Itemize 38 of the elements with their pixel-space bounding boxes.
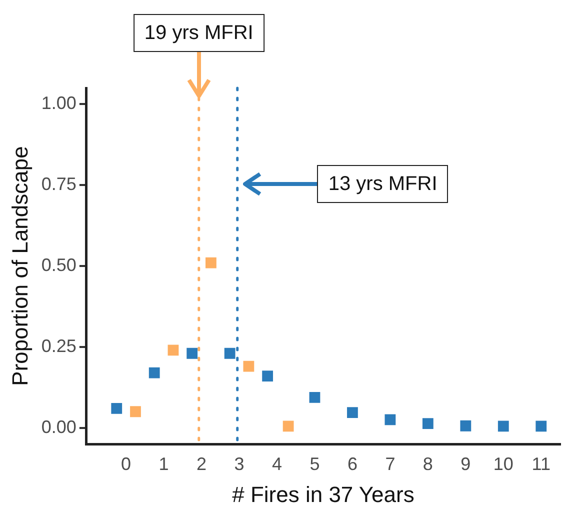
point (536, 420, 547, 432)
x-tick-label: 3 (234, 454, 244, 474)
point (243, 360, 254, 372)
y-tick-label: 0.50 (41, 254, 76, 275)
ref-line-label: 19 yrs MFRI (133, 14, 264, 52)
x-tick-label: 2 (196, 454, 207, 474)
point (206, 257, 216, 268)
point (384, 414, 396, 426)
point (168, 344, 179, 356)
x-tick-label: 0 (121, 454, 132, 474)
point (498, 420, 509, 432)
point (111, 402, 122, 414)
x-tick-label: 1 (158, 454, 169, 474)
x-tick-label: 7 (385, 454, 396, 474)
x-tick-label: 5 (310, 454, 320, 474)
point (347, 407, 358, 418)
x-axis-title: # Fires in 37 Years (232, 482, 414, 507)
point (186, 348, 198, 359)
x-tick-label: 9 (460, 454, 471, 474)
point (422, 418, 434, 430)
y-tick-label: 0.75 (41, 174, 76, 194)
y-tick-label: 0.00 (41, 416, 76, 437)
x-tick-label: 11 (532, 454, 550, 474)
x-tick-label: 8 (422, 454, 433, 474)
y-tick-label: 0.25 (41, 336, 76, 356)
point (282, 420, 294, 432)
x-tick-label: 6 (347, 454, 358, 474)
y-axis-title: Proportion of Landscape (7, 146, 32, 386)
point (148, 367, 160, 378)
point (224, 348, 236, 359)
point (262, 370, 274, 382)
x-tick-label: 10 (493, 454, 514, 474)
point (309, 392, 320, 403)
point (460, 420, 472, 432)
point (130, 406, 141, 418)
ref-line-label: 13 yrs MFRI (317, 165, 448, 204)
y-tick-label: 1.00 (41, 93, 76, 114)
x-tick-label: 4 (272, 454, 282, 474)
